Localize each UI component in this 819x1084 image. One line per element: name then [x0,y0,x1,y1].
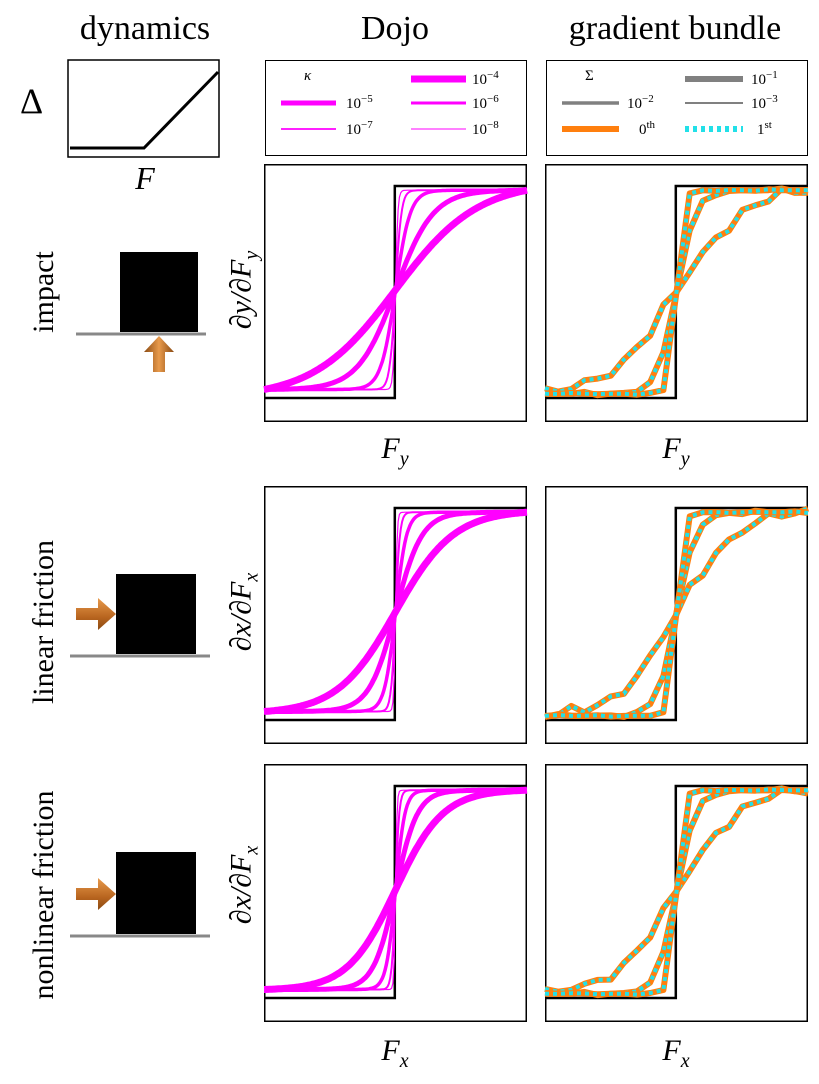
dojo-impact-xlabel: Fy [381,432,409,470]
row-header-impact: impact [27,251,60,333]
nonlinear-friction-schematic [70,852,210,938]
bundle-impact-chart [544,164,809,422]
impact-block [120,252,198,332]
dojo-legend-title: κ [304,68,312,84]
bundle-1st-sigma-10−3 [544,509,809,719]
dojo-series-10−8 [264,511,527,713]
delta-curve [70,70,220,150]
bundle-legend-label-1e-3: 10−3 [751,93,778,112]
linear-friction-force-arrow [76,598,116,630]
bundle-legend: Σ 10−1 10−2 10−3 0th 1st [546,60,808,156]
bundle-legend-label-1st: 1st [757,119,772,138]
dojo-legend-lines [281,75,466,130]
dojo-legend-label-1e-5: 10−5 [346,93,373,112]
bundle-legend-lines [562,76,743,132]
dojo-legend-label-1e-6: 10−6 [472,93,499,112]
row-header-linear-friction: linear friction [27,539,60,705]
row-header-nonlinear-friction: nonlinear friction [27,790,60,1000]
bundle-nonlinear-xlabel: Fx [662,1034,690,1072]
column-header-dojo: Dojo [361,10,429,47]
linear-friction-schematic [70,574,210,658]
dojo-legend-label-1e-7: 10−7 [346,119,373,138]
bundle-linear-chart [544,486,810,744]
impact-ylabel: ∂y/∂Fy [224,250,263,330]
bundle-legend-label-0th: 0th [639,119,656,138]
dojo-series-10−8 [264,189,527,391]
delta-frame [67,59,220,158]
bundle-legend-label-1e-2: 10−2 [627,93,654,112]
dojo-nonlinear-xlabel: Fx [381,1034,409,1072]
nonlinear-ylabel: ∂x/∂Fx [224,845,263,925]
delta-xlabel: F [135,160,155,196]
nonlinear-friction-block [116,852,196,934]
impact-schematic [76,252,206,372]
column-header-gradient-bundle: gradient bundle [568,10,782,47]
dojo-impact-chart [263,164,528,422]
bundle-legend-title: Σ [585,68,594,84]
bundle-legend-label-1e-1: 10−1 [751,69,778,88]
bundle-impact-xlabel: Fy [662,432,690,470]
bundle-nonlinear-chart [544,764,809,1022]
delta-ylabel: Δ [20,81,44,121]
column-header-dynamics: dynamics [79,10,211,47]
dojo-nonlinear-chart [264,764,528,1022]
linear-friction-block [116,574,196,654]
dojo-legend-label-1e-4: 10−4 [472,69,499,88]
dojo-legend-label-1e-8: 10−8 [472,119,499,138]
nonlinear-friction-force-arrow [76,878,116,910]
bundle-1st-sigma-10−1 [544,506,809,719]
delta-dynamics-chart [67,59,220,158]
bundle-1st-sigma-10−3 [544,187,809,397]
dojo-series-10−8 [264,789,527,991]
dojo-linear-chart [263,486,528,744]
dojo-legend: κ 10−4 10−5 10−6 10−7 10−8 [265,60,527,156]
impact-force-arrow [144,336,174,372]
linear-ylabel: ∂x/∂Fx [224,572,263,652]
bundle-1st-sigma-10−3 [544,787,809,997]
